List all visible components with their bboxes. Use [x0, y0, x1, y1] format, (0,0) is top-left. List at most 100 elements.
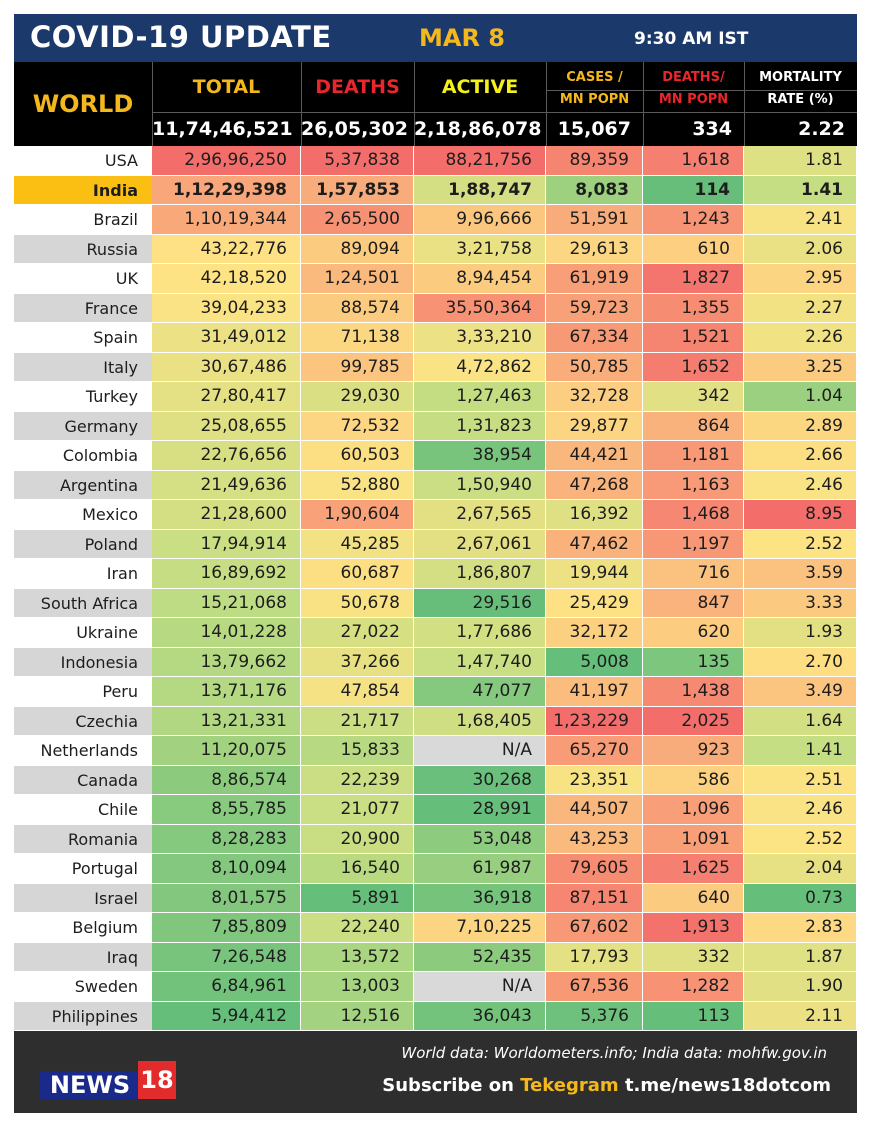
cell-deaths: 20,900: [301, 824, 414, 854]
cell-deaths-mn: 1,091: [643, 824, 744, 854]
cell-deaths-mn: 1,181: [643, 441, 744, 471]
col-deaths-header: DEATHS: [315, 76, 400, 98]
data-source: World data: Worldometers.info; India dat…: [401, 1044, 827, 1062]
cell-total: 8,01,575: [152, 883, 301, 913]
cell-mortality: 2.70: [744, 647, 857, 677]
cell-mortality: 2.46: [744, 795, 857, 825]
header-divider: [744, 62, 745, 146]
cell-mortality: 1.90: [744, 972, 857, 1002]
table-row: Romania 8,28,283 20,900 53,048 43,253 1,091 2.…: [14, 824, 857, 854]
header-divider: [301, 62, 302, 146]
cell-deaths: 15,833: [301, 736, 414, 766]
cell-deaths-mn: 2,025: [643, 706, 744, 736]
cell-total: 16,89,692: [152, 559, 301, 589]
header-divider: [414, 62, 415, 146]
cell-active: 8,94,454: [414, 264, 546, 294]
cell-deaths: 47,854: [301, 677, 414, 707]
country-name: France: [14, 293, 152, 323]
cell-active: 9,96,666: [414, 205, 546, 235]
cell-deaths: 99,785: [301, 352, 414, 382]
cell-deaths: 72,532: [301, 411, 414, 441]
subscribe-link[interactable]: t.me/news18dotcom: [624, 1075, 831, 1096]
cell-deaths-mn: 342: [643, 382, 744, 412]
cell-deaths-mn: 1,652: [643, 352, 744, 382]
page-title: COVID-19 UPDATE: [30, 20, 332, 54]
table-row: Czechia 13,21,331 21,717 1,68,405 1,23,229 2,…: [14, 706, 857, 736]
cell-mortality: 3.49: [744, 677, 857, 707]
country-name: Ukraine: [14, 618, 152, 648]
country-name: Argentina: [14, 470, 152, 500]
cell-mortality: 3.33: [744, 588, 857, 618]
cell-active: 1,77,686: [414, 618, 546, 648]
cell-deaths: 21,717: [301, 706, 414, 736]
table-row: Spain 31,49,012 71,138 3,33,210 67,334 1,521 2…: [14, 323, 857, 353]
cell-active: 1,27,463: [414, 382, 546, 412]
cell-mortality: 0.73: [744, 883, 857, 913]
cell-deaths-mn: 114: [643, 175, 744, 205]
country-name: Chile: [14, 795, 152, 825]
country-name: Colombia: [14, 441, 152, 471]
cell-active: 1,88,747: [414, 175, 546, 205]
col-cases-mn-header: CASES / MN POPN: [546, 68, 643, 110]
cell-mortality: 2.41: [744, 205, 857, 235]
cell-deaths: 5,37,838: [301, 146, 414, 176]
cell-total: 8,86,574: [152, 765, 301, 795]
cell-total: 21,28,600: [152, 500, 301, 530]
subscribe-brand: Tekegram: [520, 1075, 619, 1096]
cell-cases-mn: 65,270: [546, 736, 643, 766]
title-banner: COVID-19 UPDATE MAR 8 9:30 AM IST: [14, 14, 857, 62]
cell-cases-mn: 5,008: [546, 647, 643, 677]
col-mortality-header: MORTALITY RATE (%): [744, 68, 857, 110]
cell-cases-mn: 79,605: [546, 854, 643, 884]
cell-cases-mn: 32,172: [546, 618, 643, 648]
world-total: 11,74,46,521: [152, 118, 293, 140]
col-deaths-mn-header: DEATHS/ MN POPN: [643, 68, 744, 110]
col-deaths-mn-line2: MN POPN: [658, 92, 729, 107]
cell-mortality: 1.93: [744, 618, 857, 648]
cell-deaths: 88,574: [301, 293, 414, 323]
cell-active: 3,21,758: [414, 234, 546, 264]
cell-deaths: 89,094: [301, 234, 414, 264]
world-mortality: 2.22: [798, 118, 845, 140]
cell-mortality: 2.51: [744, 765, 857, 795]
cell-deaths-mn: 1,521: [643, 323, 744, 353]
country-name: Germany: [14, 411, 152, 441]
country-name: South Africa: [14, 588, 152, 618]
cell-total: 14,01,228: [152, 618, 301, 648]
cell-cases-mn: 23,351: [546, 765, 643, 795]
cell-mortality: 2.52: [744, 529, 857, 559]
cell-active: 1,86,807: [414, 559, 546, 589]
cell-mortality: 2.11: [744, 1001, 857, 1031]
country-name: Belgium: [14, 913, 152, 943]
cell-deaths-mn: 923: [643, 736, 744, 766]
cell-mortality: 2.06: [744, 234, 857, 264]
country-name: Spain: [14, 323, 152, 353]
table-row: Turkey 27,80,417 29,030 1,27,463 32,728 342 1.…: [14, 382, 857, 412]
world-deaths: 26,05,302: [301, 118, 408, 140]
country-name: Brazil: [14, 205, 152, 235]
cell-deaths-mn: 1,468: [643, 500, 744, 530]
country-name: Israel: [14, 883, 152, 913]
table-row: Canada 8,86,574 22,239 30,268 23,351 586 2.51: [14, 765, 857, 795]
cell-mortality: 2.89: [744, 411, 857, 441]
cell-deaths: 27,022: [301, 618, 414, 648]
cell-total: 5,94,412: [152, 1001, 301, 1031]
col-cases-mn-line2: MN POPN: [559, 92, 630, 107]
cell-mortality: 3.25: [744, 352, 857, 382]
header-divider: [152, 62, 153, 146]
table-row: France 39,04,233 88,574 35,50,364 59,723 1,35…: [14, 293, 857, 323]
cell-active: 1,47,740: [414, 647, 546, 677]
cell-mortality: 2.26: [744, 323, 857, 353]
country-name: Portugal: [14, 854, 152, 884]
table-row: Iran 16,89,692 60,687 1,86,807 19,944 716 3.59: [14, 559, 857, 589]
table-row: Chile 8,55,785 21,077 28,991 44,507 1,096 2.46: [14, 795, 857, 825]
cell-deaths-mn: 640: [643, 883, 744, 913]
cell-deaths-mn: 1,197: [643, 529, 744, 559]
cell-deaths: 29,030: [301, 382, 414, 412]
cell-deaths-mn: 1,163: [643, 470, 744, 500]
header-divider: [546, 90, 857, 91]
cell-total: 7,85,809: [152, 913, 301, 943]
subscribe-line: Subscribe on Tekegram t.me/news18dotcom: [382, 1075, 831, 1096]
cell-cases-mn: 87,151: [546, 883, 643, 913]
cell-mortality: 1.41: [744, 736, 857, 766]
